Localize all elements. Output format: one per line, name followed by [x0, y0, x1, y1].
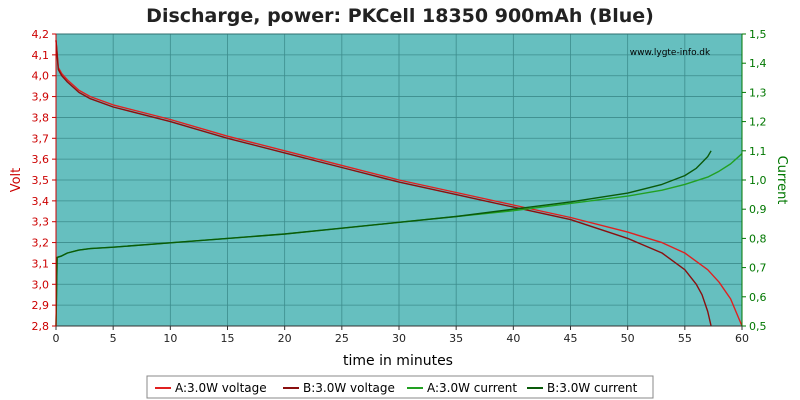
x-tick-label: 10: [163, 332, 177, 345]
left-y-tick-label: 3,1: [32, 257, 50, 270]
x-tick-label: 25: [335, 332, 349, 345]
right-y-tick-label: 0,9: [749, 203, 767, 216]
left-y-tick-label: 2,9: [32, 299, 50, 312]
right-y-axis-label: Current: [774, 156, 789, 205]
right-y-axis: 0,5 0,6 0,7 0,8 0,9 1,0 1,1 1,2 1,3 1,4 1,5: [741, 28, 767, 333]
right-y-tick-label: 1,3: [749, 86, 767, 99]
legend-entry-label: A:3.0W voltage: [175, 381, 267, 395]
x-tick-label: 55: [678, 332, 692, 345]
left-y-axis: 2,8 2,9 3,0 3,1 3,2 3,3 3,4 3,5 3,6 3,7 3,8 3,9 4,0 4…: [32, 28, 57, 333]
left-y-tick-label: 4,2: [32, 28, 50, 41]
x-tick-label: 5: [110, 332, 117, 345]
left-y-tick-label: 3,4: [32, 195, 50, 208]
watermark-text: www.lygte-info.dk: [630, 48, 711, 58]
left-y-tick-label: 3,6: [32, 153, 50, 166]
x-axis-label: time in minutes: [343, 353, 453, 369]
left-y-tick-label: 4,1: [32, 49, 50, 62]
x-tick-label: 50: [621, 332, 635, 345]
chart-title: Discharge, power: PKCell 18350 900mAh (B…: [146, 5, 654, 27]
x-tick-label: 60: [735, 332, 749, 345]
left-y-tick-label: 3,5: [32, 174, 50, 187]
left-y-tick-label: 2,8: [32, 320, 50, 333]
legend: A:3.0W voltage B:3.0W voltage A:3.0W curre…: [146, 375, 654, 399]
left-y-tick-label: 3,7: [32, 132, 50, 145]
x-axis: 0 5 10 15 20 25 30 35 40 45 50 55 60: [53, 325, 749, 345]
legend-entry-label: B:3.0W current: [547, 381, 638, 395]
left-y-axis-label: Volt: [9, 168, 24, 193]
right-y-tick-label: 1,5: [749, 28, 767, 41]
x-tick-label: 0: [53, 332, 60, 345]
legend-entry-label: B:3.0W voltage: [303, 381, 395, 395]
legend-entry-label: A:3.0W current: [427, 381, 517, 395]
x-tick-label: 20: [278, 332, 292, 345]
right-y-tick-label: 0,5: [749, 320, 767, 333]
right-y-tick-label: 0,6: [749, 291, 767, 304]
series-a-voltage-line: [55, 40, 743, 327]
left-y-tick-label: 3,8: [32, 111, 50, 124]
x-tick-label: 35: [449, 332, 463, 345]
x-tick-label: 30: [392, 332, 406, 345]
series-b-current-line: [55, 150, 712, 327]
x-tick-label: 15: [221, 332, 235, 345]
right-y-tick-label: 1,2: [749, 116, 767, 129]
left-y-tick-label: 4,0: [32, 70, 50, 83]
legend-box: [146, 375, 654, 399]
left-y-tick-label: 3,9: [32, 91, 50, 104]
right-y-tick-label: 1,1: [749, 145, 767, 158]
right-y-tick-label: 1,0: [749, 174, 767, 187]
x-tick-label: 40: [506, 332, 520, 345]
right-y-tick-label: 0,7: [749, 262, 767, 275]
left-y-tick-label: 3,3: [32, 216, 50, 229]
left-y-tick-label: 3,0: [32, 278, 50, 291]
series-layer: [55, 40, 743, 327]
series-b-voltage-line: [55, 40, 712, 327]
right-y-tick-label: 0,8: [749, 232, 767, 245]
x-tick-label: 45: [564, 332, 578, 345]
left-y-tick-label: 3,2: [32, 237, 50, 250]
right-y-tick-label: 1,4: [749, 57, 767, 70]
